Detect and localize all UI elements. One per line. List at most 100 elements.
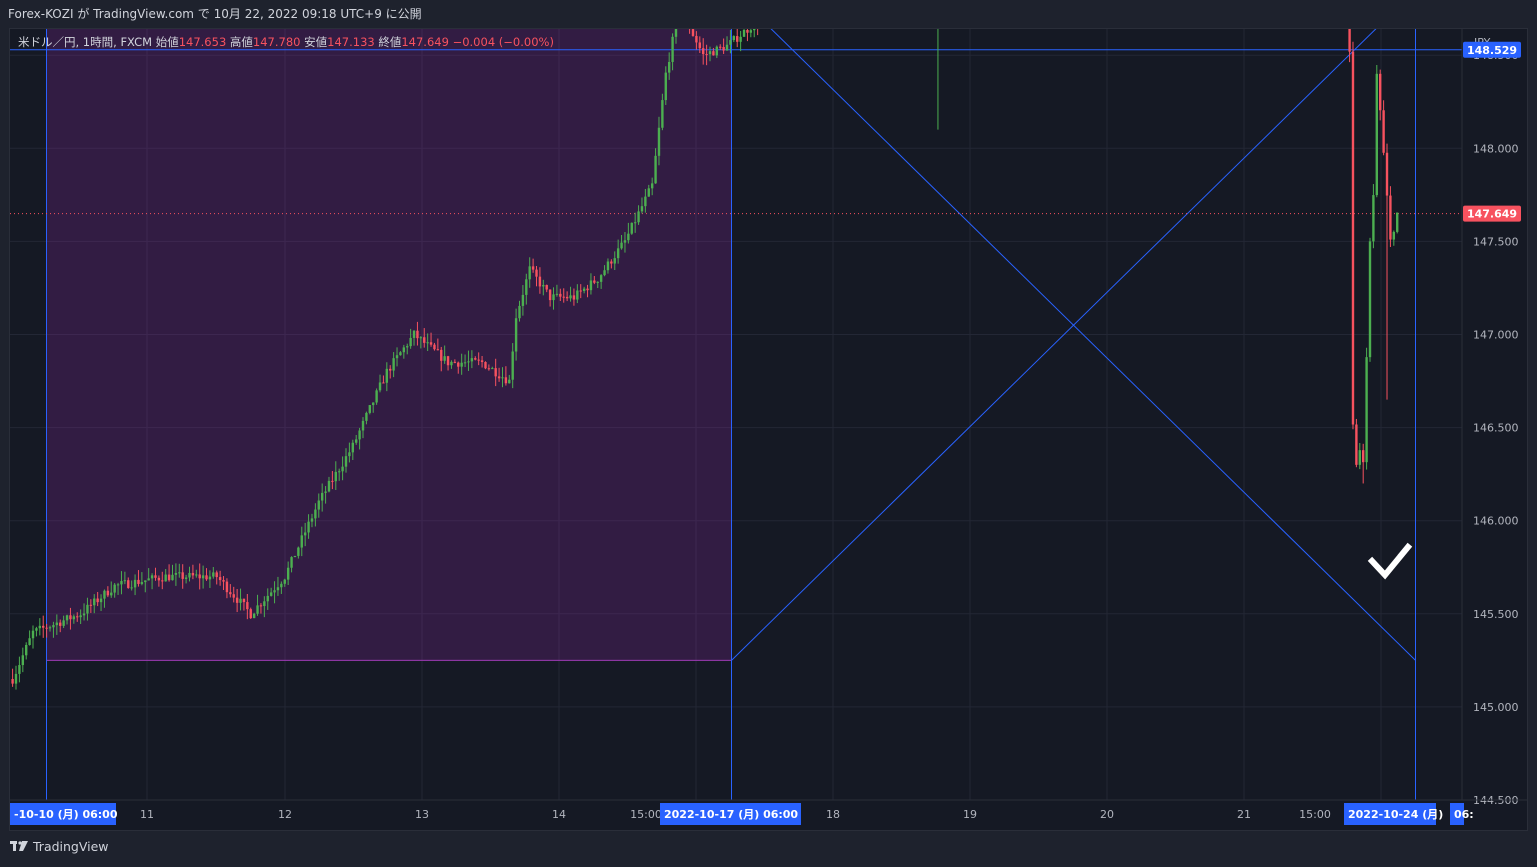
change-value: −0.004 (−0.00%) — [452, 35, 554, 49]
price-axis-background — [1462, 29, 1527, 830]
candle-body — [59, 622, 62, 626]
candle-body — [712, 51, 715, 56]
candle-body — [484, 362, 487, 369]
candle-body — [127, 580, 130, 588]
candle-body — [548, 289, 552, 301]
price-marker-label: 148.529 — [1467, 44, 1517, 57]
ohlc-legend: 米ドル／円, 1時間, FXCM 始値147.653 高値147.780 安値1… — [18, 34, 554, 50]
candle-body — [572, 295, 576, 300]
candle-body — [1382, 110, 1385, 153]
candle-body — [137, 579, 140, 584]
candle-body — [538, 276, 542, 287]
time-tick-label: 11 — [140, 808, 154, 821]
candle-body — [164, 574, 167, 582]
candle-body — [559, 293, 562, 297]
time-marker-label: 2022-10-17 (月) 06:00 — [664, 808, 798, 821]
candle-body — [657, 127, 661, 156]
candle-body — [440, 349, 443, 361]
footer-bar — [0, 831, 1537, 867]
candle-body — [525, 279, 528, 295]
candle-body — [188, 572, 191, 578]
candle-body — [722, 47, 725, 51]
candle-body — [487, 368, 491, 370]
candle-body — [269, 592, 273, 596]
price-marker-label: 147.649 — [1467, 208, 1517, 221]
range-rectangle — [46, 29, 732, 661]
candle-body — [25, 644, 28, 656]
candle-body — [392, 358, 395, 371]
candle-body — [1358, 450, 1361, 465]
candle-body — [399, 352, 402, 356]
chart-pane[interactable]: JPY144.500145.000145.500146.000146.50014… — [9, 28, 1528, 831]
close-label: 終値 — [378, 35, 402, 49]
candle-body — [106, 590, 110, 596]
candle-body — [596, 281, 599, 283]
candle-body — [93, 598, 96, 606]
low-label: 安値 — [304, 35, 328, 49]
candle-body — [647, 188, 650, 197]
candle-body — [586, 288, 589, 291]
time-tick-label: 19 — [963, 808, 977, 821]
publication-header: Forex-KOZI が TradingView.com で 10月 22, 2… — [0, 0, 1537, 28]
candle-body — [116, 584, 120, 586]
candle-body — [650, 183, 654, 189]
candle-body — [229, 592, 232, 595]
candle-body — [334, 471, 337, 482]
candle-body — [491, 368, 494, 370]
brand-logo[interactable]: TradingView — [10, 839, 109, 854]
candle-body — [310, 518, 314, 522]
time-tick-label: 18 — [826, 808, 840, 821]
candle-body — [382, 382, 385, 384]
candle-body — [147, 578, 150, 581]
candle-body — [654, 155, 657, 184]
candle-body — [511, 351, 514, 380]
candle-body — [79, 615, 82, 618]
time-marker-label: 2022-10-24 (月) — [1348, 808, 1443, 821]
candle-body — [494, 368, 497, 377]
candle-body — [463, 362, 467, 364]
high-value: 147.780 — [252, 35, 301, 49]
candle-body — [497, 376, 501, 379]
time-marker-label: -10-10 (月) 06:00 — [14, 808, 118, 821]
candle-body — [742, 29, 746, 37]
candle-body — [76, 616, 79, 618]
trend-line — [731, 29, 1377, 661]
candle-body — [86, 604, 89, 614]
candle-body — [249, 609, 252, 619]
price-tick-label: 147.500 — [1473, 235, 1519, 248]
candle-body — [477, 359, 480, 361]
candle-body — [28, 638, 31, 645]
candle-body — [69, 615, 72, 620]
candle-body — [348, 452, 351, 457]
candle-body — [232, 594, 235, 598]
time-tick-label: 20 — [1100, 808, 1114, 821]
candle-body — [613, 258, 616, 264]
candle-body — [286, 567, 290, 580]
candle-body — [375, 390, 378, 403]
candle-body — [144, 580, 147, 583]
candle-body — [542, 285, 545, 287]
candle-body — [337, 471, 341, 473]
grid — [10, 29, 1462, 800]
candle-body — [610, 261, 613, 264]
candle-body — [351, 442, 354, 453]
candle-body — [378, 382, 382, 391]
candle-body — [11, 678, 14, 684]
candle-body — [708, 51, 712, 55]
candle-body — [252, 613, 256, 619]
candle-body — [113, 584, 116, 593]
price-tick-label: 145.500 — [1473, 608, 1519, 621]
candle-body — [1396, 212, 1399, 232]
low-value: 147.133 — [327, 35, 375, 49]
candle-body — [416, 330, 419, 339]
candle-body — [161, 580, 164, 582]
candle-body — [72, 616, 76, 620]
price-chart[interactable]: JPY144.500145.000145.500146.000146.50014… — [10, 29, 1527, 830]
candle-body — [140, 582, 144, 584]
candle-body — [467, 361, 470, 363]
candle-body — [303, 532, 307, 536]
candle-body — [518, 305, 521, 319]
candle-body — [385, 368, 389, 383]
candle-body — [198, 574, 201, 579]
candle-body — [120, 581, 123, 585]
